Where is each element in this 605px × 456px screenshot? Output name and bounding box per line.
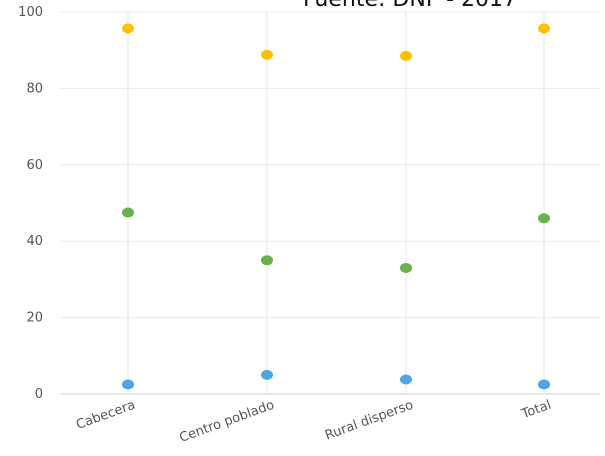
x-tick-label: Centro poblado bbox=[177, 398, 276, 446]
y-tick-label: 20 bbox=[26, 311, 43, 326]
y-tick-label: 80 bbox=[26, 81, 43, 96]
marks-layer bbox=[122, 23, 550, 390]
data-point bbox=[122, 379, 134, 390]
data-point bbox=[400, 262, 412, 273]
data-point bbox=[122, 23, 134, 34]
data-point bbox=[400, 50, 412, 61]
x-tick-label: Total bbox=[519, 398, 554, 423]
grid-layer bbox=[60, 11, 600, 395]
axis-layer: 0 20 40 60 80 100 Cabecera Centro poblado Rural … bbox=[18, 5, 553, 446]
y-tick-label: 60 bbox=[26, 158, 43, 173]
data-point bbox=[261, 49, 273, 60]
data-point bbox=[261, 255, 273, 266]
x-tick-label: Cabecera bbox=[74, 398, 137, 433]
data-point bbox=[538, 23, 550, 34]
data-point bbox=[261, 369, 273, 380]
data-point bbox=[122, 207, 134, 218]
chart-title: Fuente: DNP - 2017 bbox=[303, 0, 517, 12]
data-point bbox=[538, 379, 550, 390]
y-tick-label: 100 bbox=[18, 5, 43, 20]
data-point bbox=[538, 213, 550, 224]
y-tick-label: 0 bbox=[35, 387, 43, 402]
x-tick-label: Rural disperso bbox=[323, 398, 415, 444]
y-tick-label: 40 bbox=[26, 234, 43, 249]
data-point bbox=[400, 374, 412, 385]
